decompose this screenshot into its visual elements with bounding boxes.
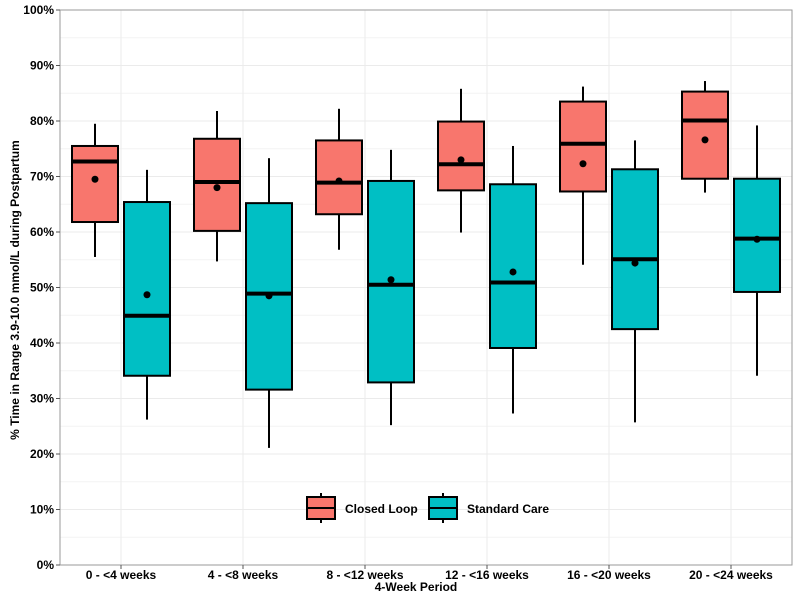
box-closed-loop-1: [193, 111, 241, 262]
mean-point-closed-loop-5: [701, 136, 709, 144]
iqr-box-standard-care-0: [123, 201, 171, 377]
mean-point-standard-care-1: [265, 292, 273, 300]
mean-point-standard-care-4: [631, 259, 639, 267]
iqr-box-standard-care-5: [733, 177, 781, 293]
mean-point-standard-care-2: [387, 276, 395, 284]
y-tick-label-9: 90%: [30, 59, 54, 73]
legend: Closed Loop Standard Care: [306, 493, 549, 523]
iqr-box-closed-loop-5: [681, 90, 729, 180]
x-tick-label-0: 0 - <4 weeks: [86, 568, 157, 582]
mean-point-closed-loop-0: [91, 175, 99, 183]
mean-point-closed-loop-4: [579, 160, 587, 168]
mean-point-closed-loop-2: [335, 177, 343, 185]
box-standard-care-4: [611, 140, 659, 423]
box-closed-loop-3: [437, 88, 485, 233]
iqr-box-standard-care-4: [611, 168, 659, 331]
y-tick-label-3: 30%: [30, 392, 54, 406]
x-tick-label-3: 12 - <16 weeks: [445, 568, 529, 582]
y-tick-label-7: 70%: [30, 170, 54, 184]
mean-point-closed-loop-1: [213, 184, 221, 192]
y-tick-label-4: 40%: [30, 336, 54, 350]
y-tick-label-5: 50%: [30, 281, 54, 295]
y-tick-label-2: 20%: [30, 447, 54, 461]
x-tick-label-1: 4 - <8 weeks: [208, 568, 279, 582]
iqr-box-closed-loop-4: [559, 100, 607, 193]
y-tick-label-6: 60%: [30, 225, 54, 239]
x-axis-title: 4-Week Period: [375, 580, 457, 594]
box-standard-care-0: [123, 169, 171, 420]
y-tick-label-10: 100%: [23, 3, 54, 17]
mean-point-standard-care-5: [753, 235, 761, 243]
x-tick-label-5: 20 - <24 weeks: [689, 568, 773, 582]
iqr-box-closed-loop-0: [71, 144, 119, 224]
iqr-box-closed-loop-3: [437, 120, 485, 192]
x-tick-label-4: 16 - <20 weeks: [567, 568, 651, 582]
y-tick-label-1: 10%: [30, 503, 54, 517]
legend-item-standard-care: Standard Care: [428, 493, 549, 523]
iqr-box-closed-loop-2: [315, 139, 363, 216]
x-axis-ticks: 0 - <4 weeks 4 - <8 weeks 8 - <12 weeks 12 …: [86, 565, 773, 582]
y-axis-title: % Time in Range 3.9-10.0 mmol/L during P…: [8, 140, 22, 440]
legend-item-closed-loop: Closed Loop: [306, 493, 418, 523]
box-standard-care-1: [245, 158, 293, 448]
mean-point-standard-care-3: [509, 268, 517, 276]
box-closed-loop-4: [559, 86, 607, 265]
mean-point-standard-care-0: [143, 291, 151, 299]
box-standard-care-2: [367, 149, 415, 426]
legend-label-standard-care: Standard Care: [467, 502, 549, 516]
y-tick-label-8: 80%: [30, 114, 54, 128]
box-standard-care-3: [489, 145, 537, 414]
x-tick-label-2: 8 - <12 weeks: [326, 568, 403, 582]
box-closed-loop-5: [681, 81, 729, 193]
iqr-box-standard-care-3: [489, 183, 537, 349]
mean-point-closed-loop-3: [457, 156, 465, 164]
boxes-layer: [71, 81, 781, 448]
y-tick-label-0: 0%: [37, 558, 55, 572]
y-axis-ticks: 0% 10% 20% 30% 40% 50% 60% 70% 80% 90% 100%: [23, 3, 60, 572]
grid-layer: [60, 9, 792, 566]
box-closed-loop-0: [71, 123, 119, 257]
box-closed-loop-2: [315, 108, 363, 250]
box-standard-care-5: [733, 125, 781, 376]
legend-label-closed-loop: Closed Loop: [345, 502, 418, 516]
